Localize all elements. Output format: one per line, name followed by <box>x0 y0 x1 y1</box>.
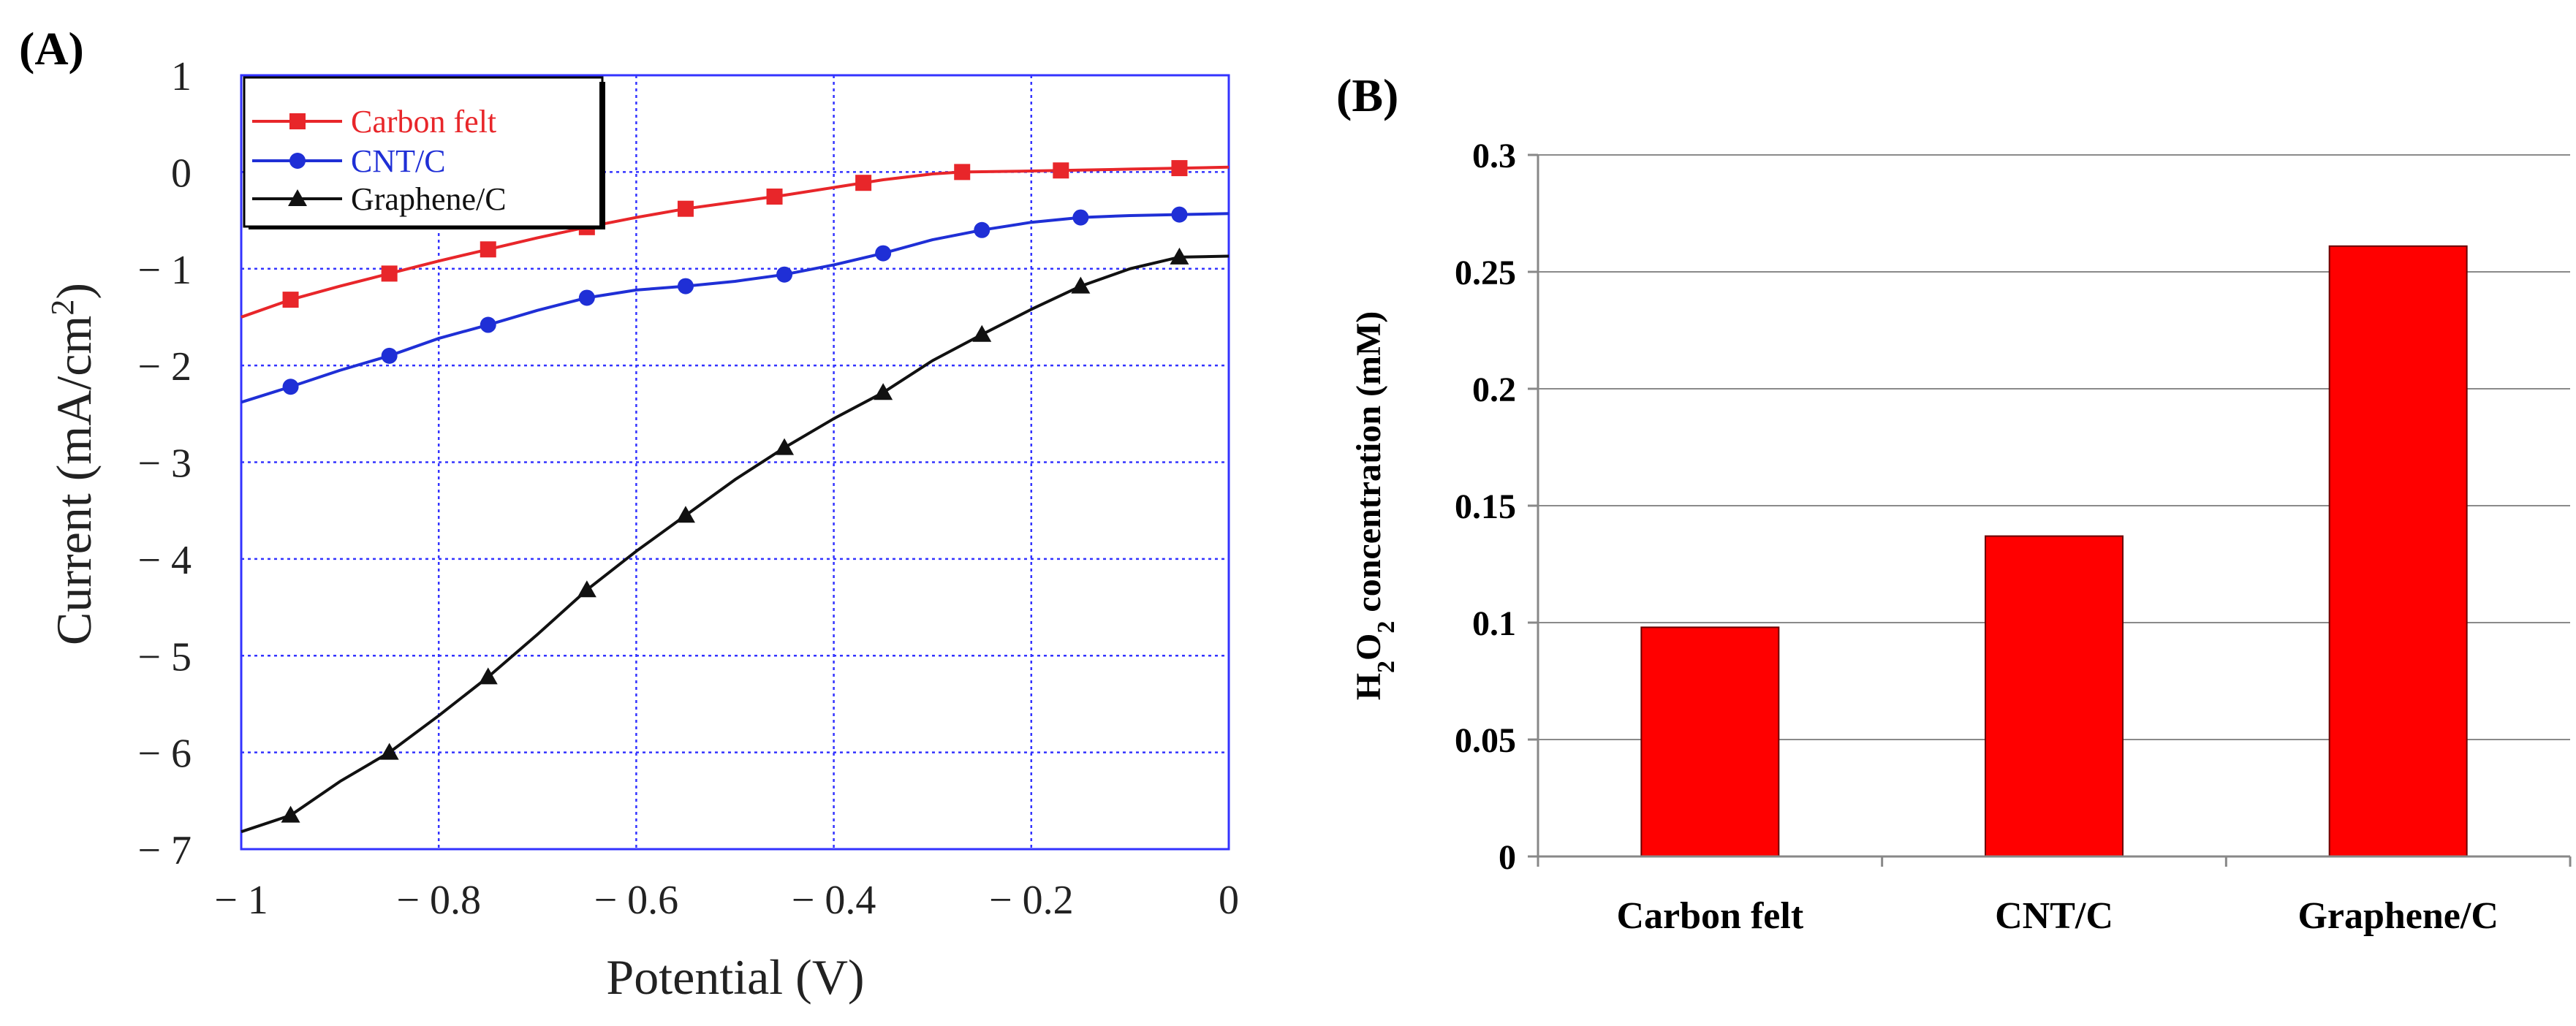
legend-marker-triangle <box>288 189 307 206</box>
y-tick-label: − 2 <box>137 344 192 390</box>
panel-a-series <box>240 160 1230 834</box>
marker-cnt-c <box>776 266 793 283</box>
marker-cnt-c <box>282 379 299 395</box>
panel-b: (B) 0 0.05 0.1 0.15 0.2 0.25 0.3 Carbon felt CN… <box>1336 69 2572 937</box>
panel-b-label: (B) <box>1336 69 1398 121</box>
x-tick-label: − 1 <box>214 878 268 923</box>
marker-graphene-c <box>379 742 399 760</box>
panel-b-bars <box>1640 245 2468 858</box>
series-line-graphene-c <box>240 254 1230 834</box>
panel-b-y-tick-labels: 0 0.05 0.1 0.15 0.2 0.25 0.3 <box>1455 137 1538 877</box>
marker-cnt-c <box>578 289 595 306</box>
marker-graphene-c <box>281 805 300 823</box>
y-tick-label: − 3 <box>137 441 192 487</box>
legend-label-graphene-c: Graphene/C <box>351 181 507 217</box>
legend-label-cnt-c: CNT/C <box>351 143 446 179</box>
y-tick-label: − 1 <box>137 248 192 293</box>
marker-cnt-c <box>875 245 892 262</box>
b-y-tick-label: 0.2 <box>1472 370 1516 409</box>
marker-graphene-c <box>1170 247 1189 265</box>
marker-cnt-c <box>677 278 694 294</box>
b-y-tick-label: 0.3 <box>1472 137 1516 175</box>
marker-carbon-felt <box>480 241 496 258</box>
y-tick-label: − 7 <box>137 828 192 873</box>
b-y-tick-label: 0 <box>1499 838 1516 877</box>
y-tick-label: 1 <box>171 54 192 99</box>
marker-graphene-c <box>874 383 893 400</box>
marker-carbon-felt <box>381 265 398 282</box>
marker-cnt-c <box>480 316 496 333</box>
x-tick-label: − 0.8 <box>396 878 481 923</box>
marker-graphene-c <box>775 438 795 455</box>
y-tick-label: − 6 <box>137 732 192 777</box>
marker-carbon-felt <box>954 164 971 180</box>
legend-label-carbon-felt: Carbon felt <box>351 104 496 140</box>
marker-cnt-c <box>1072 209 1089 226</box>
marker-carbon-felt <box>677 200 694 217</box>
marker-graphene-c <box>1071 276 1091 294</box>
panel-b-category-labels: Carbon felt CNT/C Graphene/C <box>1537 856 2572 937</box>
y-tick-label: − 4 <box>137 538 192 583</box>
b-y-tick-label: 0.25 <box>1455 254 1516 292</box>
y-tick-label: 0 <box>171 151 192 196</box>
marker-graphene-c <box>577 580 596 598</box>
category-label-graphene-c: Graphene/C <box>2297 895 2498 937</box>
marker-carbon-felt <box>855 175 872 191</box>
marker-graphene-c <box>972 324 992 342</box>
category-label-cnt-c: CNT/C <box>1995 895 2113 937</box>
series-line-cnt-c <box>240 212 1230 404</box>
bar-cnt-c <box>1985 535 2124 857</box>
marker-cnt-c <box>1171 206 1188 223</box>
panel-a-y-tick-labels: 1 0 − 1 − 2 − 3 − 4 − 5 − 6 − 7 <box>137 54 192 873</box>
panel-b-y-axis-title: H2O2 concentration (mM) <box>1349 311 1400 701</box>
marker-graphene-c <box>478 667 498 685</box>
marker-carbon-felt <box>1053 162 1069 179</box>
bar-carbon-felt <box>1640 626 1780 858</box>
panel-a-x-axis-title: Potential (V) <box>606 949 864 1005</box>
panel-a-y-axis-title: Current (mA/cm2) <box>45 283 102 645</box>
marker-cnt-c <box>974 221 990 238</box>
marker-carbon-felt <box>1171 160 1188 177</box>
x-tick-label: − 0.6 <box>594 878 679 923</box>
marker-carbon-felt <box>766 188 783 205</box>
panel-a-legend: Carbon felt CNT/C Graphene/C <box>243 76 605 229</box>
b-y-tick-label: 0.1 <box>1472 604 1516 643</box>
marker-carbon-felt <box>282 292 299 308</box>
marker-graphene-c <box>675 506 695 523</box>
panel-a-x-tick-labels: − 1 − 0.8 − 0.6 − 0.4 − 0.2 0 <box>214 878 1239 923</box>
legend-marker-circle <box>289 153 306 169</box>
b-y-tick-label: 0.15 <box>1455 487 1516 526</box>
x-tick-label: 0 <box>1219 878 1239 923</box>
category-label-carbon-felt: Carbon felt <box>1617 895 1804 937</box>
y-tick-label: − 5 <box>137 634 192 680</box>
panel-a-plot-frame <box>240 74 1230 851</box>
x-tick-label: − 0.2 <box>989 878 1074 923</box>
marker-cnt-c <box>381 347 398 364</box>
panel-a: (A) 1 0 − 1 − 2 − 3 − 4 − 5 − 6 − 7 − 1 − 0.8 − 0.… <box>19 23 1239 1005</box>
bar-graphene-c <box>2328 245 2468 857</box>
legend-marker-square <box>289 113 306 129</box>
b-y-tick-label: 0.05 <box>1455 721 1516 760</box>
panel-a-label: (A) <box>19 23 84 75</box>
x-tick-label: − 0.4 <box>792 878 876 923</box>
